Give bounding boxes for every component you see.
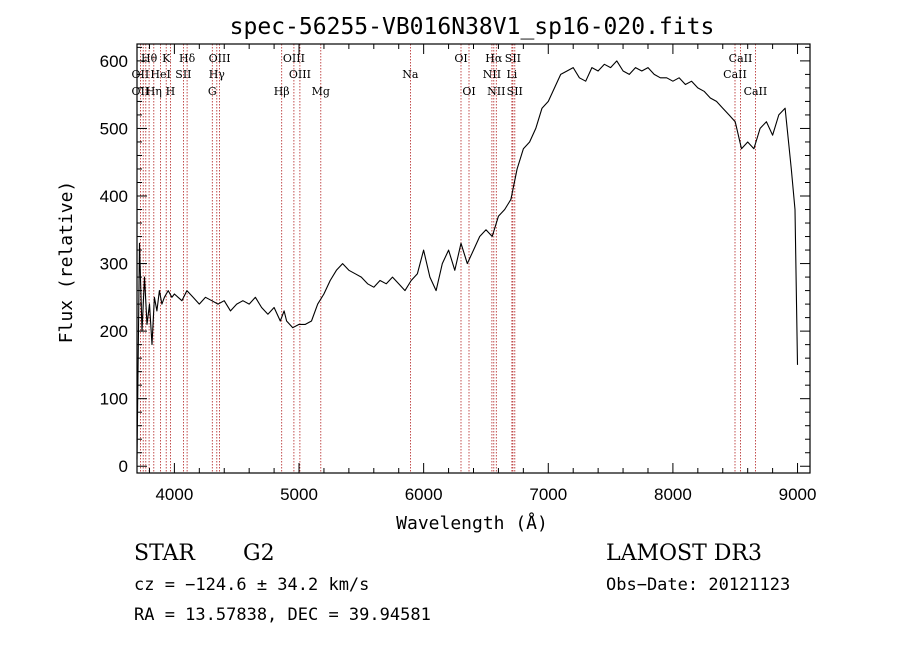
line-label: Na — [402, 68, 419, 81]
line-label: Hα — [485, 52, 503, 65]
line-label: SII — [175, 68, 191, 81]
y-tick-label: 600 — [100, 52, 128, 71]
line-label: Hγ — [209, 68, 226, 81]
x-tick-label: 9000 — [779, 485, 817, 504]
y-tick-label: 400 — [100, 187, 128, 206]
observation-date: Obs−Date: 20121123 — [606, 575, 790, 595]
line-label: CaII — [729, 52, 753, 65]
redshift-velocity: cz = −124.6 ± 34.2 km/s — [134, 575, 369, 595]
line-label: NII — [483, 68, 501, 81]
y-tick-label: 300 — [100, 255, 128, 274]
x-axis-label: Wavelength (Å) — [396, 512, 548, 534]
line-label: OIII — [283, 52, 305, 65]
line-label: Hη — [146, 85, 162, 98]
plot-frame — [136, 43, 811, 474]
flux-series-line — [136, 60, 799, 460]
y-axis-label: Flux (relative) — [56, 181, 77, 344]
line-label: H — [166, 85, 176, 98]
survey-name: LAMOST DR3 — [606, 541, 762, 566]
y-tick-label: 200 — [100, 322, 128, 341]
line-label: OI — [454, 52, 467, 65]
line-label: OIII — [209, 52, 231, 65]
x-tick-label: 5000 — [280, 485, 318, 504]
line-label: HeI — [150, 68, 170, 81]
y-tick-label: 0 — [119, 457, 128, 476]
y-tick-label: 500 — [100, 119, 128, 138]
line-label: K — [162, 52, 171, 65]
line-label: OI — [462, 85, 475, 98]
x-axis-ticks: 4000 5000 6000 7000 8000 9000 — [148, 44, 817, 504]
line-label: OII — [132, 85, 150, 98]
line-label: Hδ — [179, 52, 196, 65]
line-label: Li — [506, 68, 517, 81]
spectral-line-markers — [139, 44, 756, 473]
line-label: OIII — [289, 68, 311, 81]
sky-coordinates: RA = 13.57838, DEC = 39.94581 — [134, 605, 431, 625]
object-subclass: G2 — [243, 541, 275, 566]
line-label: SII — [507, 85, 523, 98]
y-tick-label: 100 — [100, 390, 128, 409]
line-label: Hβ — [274, 85, 290, 98]
object-class: STAR — [134, 541, 196, 566]
line-label: CaII — [744, 85, 768, 98]
line-label: Mg — [312, 85, 330, 98]
x-tick-label: 8000 — [654, 485, 692, 504]
x-tick-label: 4000 — [155, 485, 193, 504]
line-label: G — [208, 85, 217, 98]
line-label: SII — [505, 52, 521, 65]
line-label: Hθ — [141, 52, 158, 65]
y-axis-ticks: 0 100 200 300 400 500 600 — [100, 46, 810, 476]
line-label: NII — [487, 85, 505, 98]
x-tick-label: 6000 — [405, 485, 443, 504]
chart-title: spec-56255-VB016N38V1_sp16-020.fits — [230, 14, 715, 40]
line-label: CaII — [723, 68, 747, 81]
x-tick-label: 7000 — [529, 485, 567, 504]
